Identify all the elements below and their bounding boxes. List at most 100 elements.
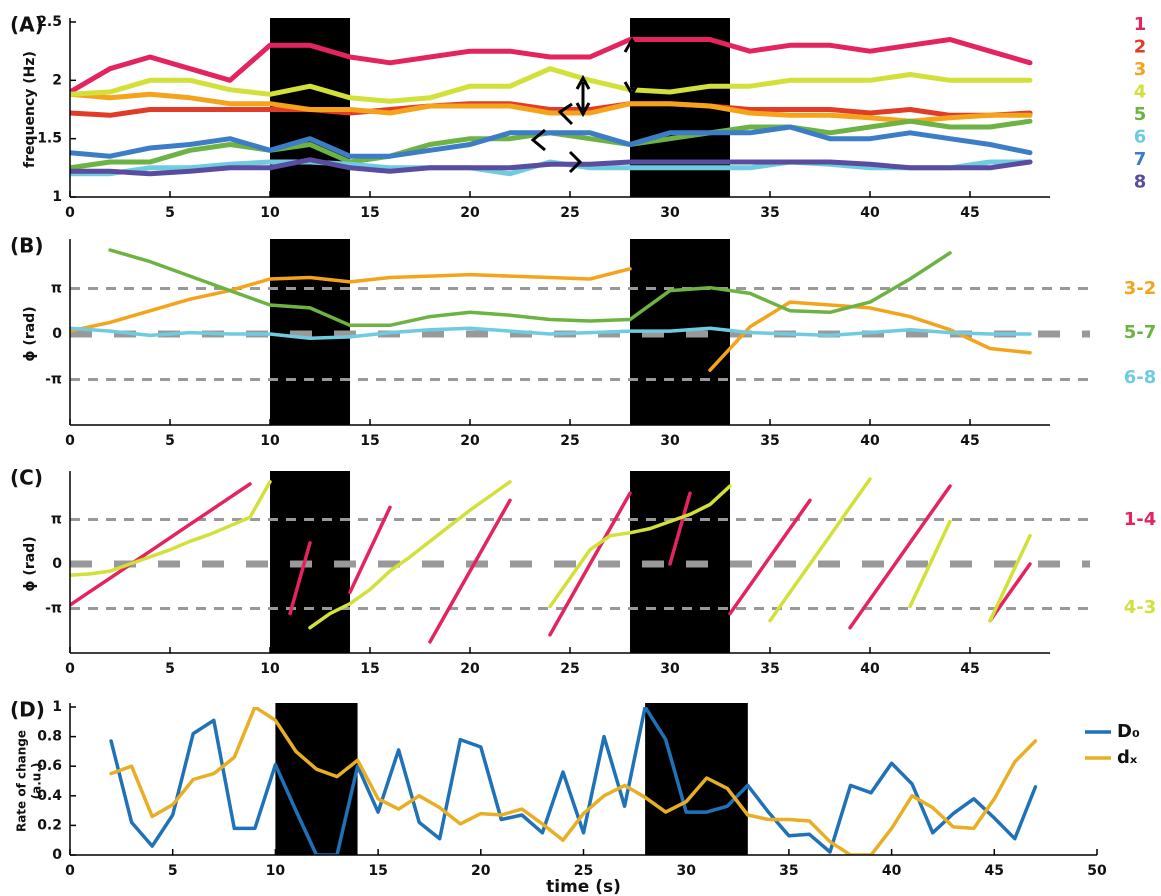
x-tick-label: 25: [574, 863, 593, 879]
bracket: [557, 102, 574, 126]
legend-label: dₓ: [1117, 747, 1138, 768]
y-tick-label: 1.5: [37, 131, 62, 147]
x-tick-label: 0: [65, 863, 75, 879]
y-tick-label: 1: [52, 699, 62, 715]
x-tick-label: 5: [165, 433, 175, 449]
x-tick-label: 35: [779, 863, 798, 879]
legend-label: 5-7: [1124, 322, 1157, 343]
shaded-interval: [275, 703, 358, 855]
x-tick-label: 5: [165, 205, 175, 221]
legend-label: 4: [1134, 82, 1147, 103]
x-tick-label: 10: [266, 863, 286, 879]
series-group: [70, 477, 1032, 644]
x-tick-label: 5: [168, 863, 178, 879]
x-tick-label: 0: [65, 205, 75, 221]
y-tick-label: -π: [45, 601, 62, 617]
series-line: [70, 267, 1032, 372]
series-line: [70, 477, 1032, 630]
legend-label: 1: [1134, 14, 1147, 35]
y-tick-label: 0.8: [37, 729, 62, 745]
y-tick-label: 2: [52, 72, 62, 88]
x-tick-label: 10: [260, 661, 280, 677]
x-tick-label: 50: [1087, 863, 1107, 879]
legend-label: 6-8: [1124, 367, 1157, 388]
x-axis-label: time (s): [546, 877, 621, 896]
legend-label: 5: [1134, 104, 1147, 125]
y-tick-label: -π: [45, 372, 62, 388]
y-tick-label: 0: [52, 847, 62, 863]
legend-label: 7: [1134, 149, 1147, 170]
x-tick-label: 45: [960, 661, 979, 677]
y-axis-label: (a.u.): [30, 763, 44, 800]
series-line: [70, 101, 1033, 118]
bracket: [530, 128, 546, 152]
x-tick-label: 45: [985, 863, 1004, 879]
x-tick-label: 25: [560, 205, 579, 221]
legend-label: D₀: [1117, 721, 1140, 742]
y-tick-label: 0.2: [37, 817, 62, 833]
x-tick-label: 25: [560, 433, 579, 449]
x-tick-label: 45: [960, 433, 979, 449]
x-tick-label: 30: [660, 433, 680, 449]
series-line: [70, 482, 1032, 644]
x-tick-label: 30: [660, 661, 680, 677]
y-tick-label: 0.6: [37, 758, 62, 774]
legend-label: 6: [1134, 127, 1147, 148]
y-tick-label: 0: [52, 556, 62, 572]
y-axis-label: Rate of change: [15, 730, 29, 832]
x-tick-label: 10: [260, 433, 280, 449]
y-axis-label: ϕ (rad): [22, 306, 38, 361]
series-line: [109, 707, 1038, 855]
x-tick-label: 45: [960, 205, 979, 221]
y-tick-label: π: [51, 281, 62, 297]
series-line: [70, 124, 1033, 159]
series-line: [70, 66, 1033, 104]
series-group: [70, 248, 1032, 372]
panel-label: (B): [10, 234, 44, 258]
x-tick-label: 0: [65, 661, 75, 677]
x-tick-label: 25: [560, 661, 579, 677]
x-tick-label: 15: [360, 205, 379, 221]
panel-label: (D): [10, 698, 45, 722]
panel-label: (C): [10, 466, 43, 490]
series-line: [70, 91, 1033, 124]
y-tick-label: 1: [52, 189, 62, 205]
x-tick-label: 20: [460, 661, 480, 677]
y-axis-label: ϕ (rad): [22, 536, 38, 591]
y-axis-label: frequency (Hz): [22, 51, 38, 168]
series-line: [70, 37, 1033, 95]
x-tick-label: 40: [860, 433, 880, 449]
legend-label: 8: [1134, 172, 1147, 193]
y-tick-label: π: [51, 512, 62, 528]
x-tick-label: 20: [460, 205, 480, 221]
x-tick-label: 40: [860, 661, 880, 677]
x-tick-label: 40: [882, 863, 902, 879]
legend-label: 1-4: [1124, 509, 1157, 530]
annotations: [530, 37, 641, 174]
arrow-head: [623, 37, 641, 97]
x-tick-label: 20: [460, 433, 480, 449]
legend-label: 2: [1134, 37, 1147, 58]
x-tick-label: 5: [165, 661, 175, 677]
arrow-head: [575, 74, 591, 118]
x-tick-label: 30: [660, 205, 680, 221]
series-line: [108, 248, 952, 328]
y-tick-label: 0.4: [37, 788, 62, 804]
legend-label: 3-2: [1124, 278, 1157, 299]
y-tick-label: 2.5: [37, 14, 62, 30]
x-tick-label: 40: [860, 205, 880, 221]
x-tick-label: 30: [676, 863, 696, 879]
x-tick-label: 35: [760, 205, 779, 221]
series-line: [70, 326, 1032, 341]
bracket: [568, 150, 583, 174]
y-tick-label: 0: [52, 326, 62, 342]
x-tick-label: 35: [760, 661, 779, 677]
x-tick-label: 20: [471, 863, 491, 879]
x-tick-label: 15: [368, 863, 387, 879]
x-tick-label: 15: [360, 433, 379, 449]
series-group: [109, 707, 1038, 855]
series-group: [70, 37, 1033, 177]
legend-label: 3: [1134, 59, 1147, 80]
series-line: [70, 157, 1033, 177]
